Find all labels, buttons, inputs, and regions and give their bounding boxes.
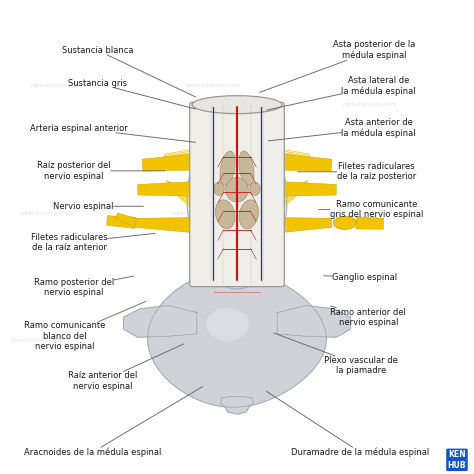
Text: Raíz posterior del
nervio espinal: Raíz posterior del nervio espinal xyxy=(37,161,165,181)
Text: Nervio espinal: Nervio espinal xyxy=(53,202,144,211)
Ellipse shape xyxy=(192,96,282,114)
Text: KEN
HUB: KEN HUB xyxy=(448,450,466,470)
Ellipse shape xyxy=(226,177,248,202)
Text: Sustancia blanca: Sustancia blanca xyxy=(62,46,196,97)
Text: Asta posterior de la
médula espinal: Asta posterior de la médula espinal xyxy=(260,40,415,92)
Text: Raíz anterior del
nervio espinal: Raíz anterior del nervio espinal xyxy=(68,344,184,391)
Polygon shape xyxy=(277,306,350,337)
Ellipse shape xyxy=(239,200,258,229)
Text: Duramadre de la médula espinal: Duramadre de la médula espinal xyxy=(266,392,429,457)
Ellipse shape xyxy=(220,151,235,186)
Ellipse shape xyxy=(333,216,356,229)
Text: www.kenhub.com: www.kenhub.com xyxy=(172,211,227,216)
Text: www.kenhub.com: www.kenhub.com xyxy=(162,338,218,344)
Ellipse shape xyxy=(239,151,254,186)
Polygon shape xyxy=(194,126,280,289)
Polygon shape xyxy=(148,270,326,407)
Polygon shape xyxy=(272,153,332,171)
Text: Sustancia gris: Sustancia gris xyxy=(68,79,195,109)
Text: www.kenhub.com: www.kenhub.com xyxy=(313,353,369,358)
Polygon shape xyxy=(279,218,332,233)
Polygon shape xyxy=(135,218,195,233)
FancyBboxPatch shape xyxy=(190,102,284,287)
Text: www.kenhub.com: www.kenhub.com xyxy=(342,102,397,107)
Text: Asta anterior de
la médula espinal: Asta anterior de la médula espinal xyxy=(268,118,416,141)
Polygon shape xyxy=(273,181,337,196)
Text: www.kenhub.com: www.kenhub.com xyxy=(185,83,241,88)
Polygon shape xyxy=(142,153,202,171)
Polygon shape xyxy=(206,275,225,290)
Polygon shape xyxy=(107,216,136,228)
Ellipse shape xyxy=(236,187,238,190)
Text: Arteria espinal anterior: Arteria espinal anterior xyxy=(30,124,195,142)
Text: Ramo anterior del
nervio espinal: Ramo anterior del nervio espinal xyxy=(330,306,406,327)
Polygon shape xyxy=(137,181,201,196)
Text: Ganglio espinal: Ganglio espinal xyxy=(323,273,397,282)
Text: www.kenhub.com: www.kenhub.com xyxy=(11,338,66,344)
Polygon shape xyxy=(356,217,383,229)
Text: Asta lateral de
la médula espinal: Asta lateral de la médula espinal xyxy=(267,76,416,110)
Text: Aracnoides de la médula espinal: Aracnoides de la médula espinal xyxy=(24,387,203,457)
Text: Ramo comunicante
gris del nervio espinal: Ramo comunicante gris del nervio espinal xyxy=(319,200,423,219)
Ellipse shape xyxy=(216,200,235,229)
Text: Plexo vascular de
la piamadre: Plexo vascular de la piamadre xyxy=(274,333,398,375)
Ellipse shape xyxy=(250,182,260,195)
Text: Ramo posterior del
nervio espinal: Ramo posterior del nervio espinal xyxy=(34,276,134,297)
Text: Ramo comunicante
blanco del
nervio espinal: Ramo comunicante blanco del nervio espin… xyxy=(24,301,146,351)
Polygon shape xyxy=(187,126,287,289)
Text: Filetes radiculares
de la raíz posterior: Filetes radiculares de la raíz posterior xyxy=(298,162,416,182)
Polygon shape xyxy=(124,306,197,337)
Polygon shape xyxy=(220,396,254,414)
Ellipse shape xyxy=(206,308,249,341)
Polygon shape xyxy=(249,275,268,290)
Text: www.kenhub.com: www.kenhub.com xyxy=(328,225,383,230)
Polygon shape xyxy=(116,213,137,227)
Ellipse shape xyxy=(214,182,224,195)
Text: Filetes radiculares
de la raíz anterior: Filetes radiculares de la raíz anterior xyxy=(31,233,155,252)
Text: www.kenhub.com: www.kenhub.com xyxy=(20,211,76,216)
Text: www.kenhub.com: www.kenhub.com xyxy=(29,83,85,88)
